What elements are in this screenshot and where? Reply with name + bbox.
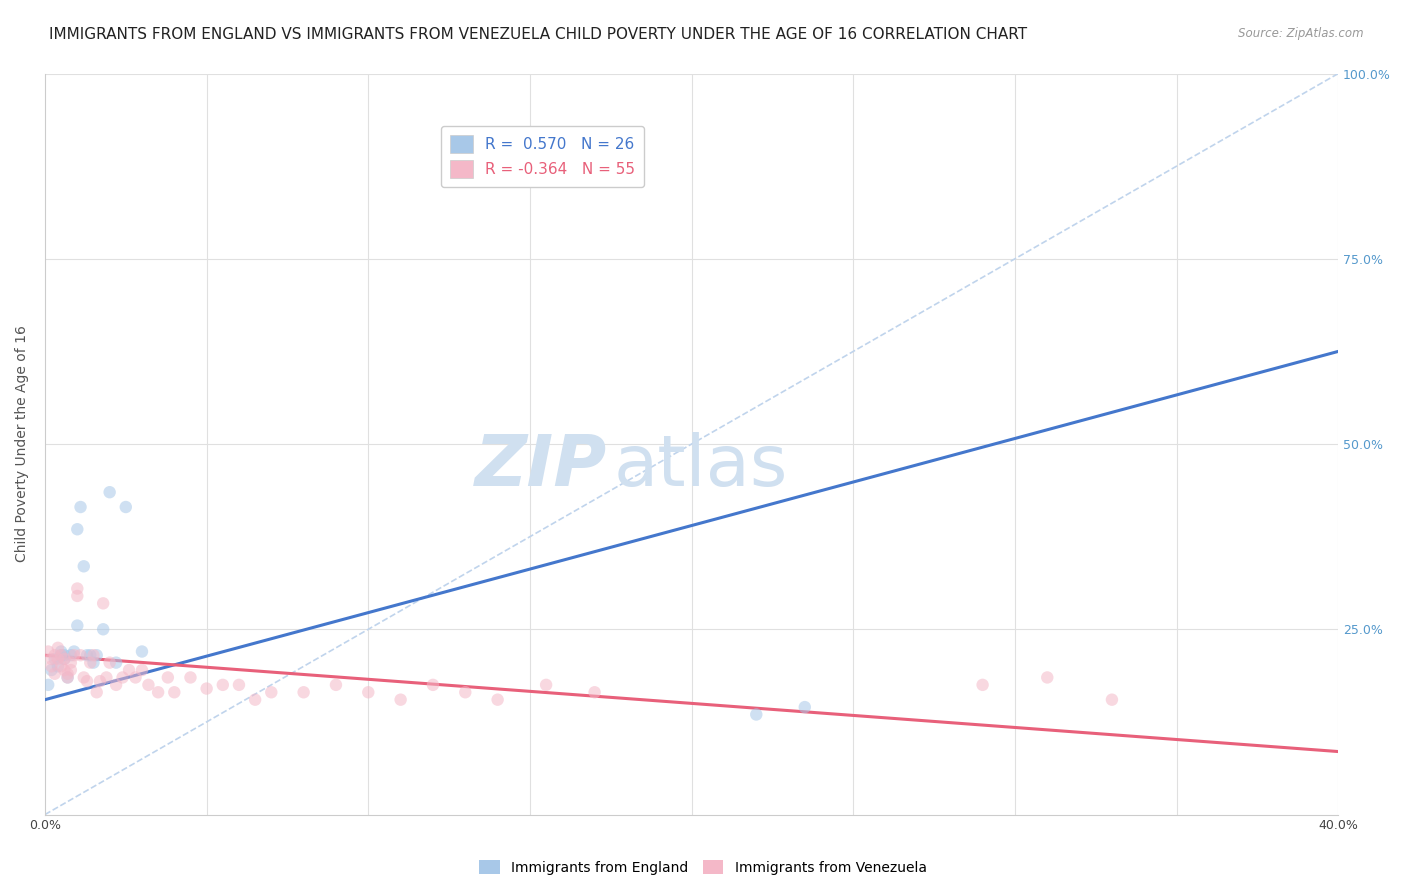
Point xyxy=(96,670,118,684)
Point xyxy=(79,648,101,663)
Point xyxy=(73,670,96,684)
Point xyxy=(105,678,128,692)
Point xyxy=(972,678,994,692)
Point xyxy=(73,559,96,574)
Point xyxy=(41,659,63,673)
Point xyxy=(131,644,153,658)
Point xyxy=(105,656,128,670)
Point xyxy=(146,685,169,699)
Point xyxy=(49,644,72,658)
Point xyxy=(59,663,82,677)
Point xyxy=(46,652,69,666)
Point xyxy=(76,648,98,663)
Point xyxy=(228,678,250,692)
Point xyxy=(89,674,111,689)
Point xyxy=(66,522,89,536)
Point xyxy=(63,644,86,658)
Point xyxy=(37,678,59,692)
Point xyxy=(44,648,66,663)
Point xyxy=(86,685,108,699)
Point xyxy=(41,663,63,677)
Point xyxy=(46,640,69,655)
Point xyxy=(534,678,557,692)
Point xyxy=(69,648,91,663)
Point xyxy=(357,685,380,699)
Point xyxy=(98,656,121,670)
Point xyxy=(131,663,153,677)
Point xyxy=(243,692,266,706)
Point xyxy=(111,670,134,684)
Point xyxy=(53,648,76,663)
Point xyxy=(49,648,72,663)
Point xyxy=(59,656,82,670)
Point xyxy=(76,674,98,689)
Text: ZIP: ZIP xyxy=(475,432,607,500)
Point xyxy=(53,663,76,677)
Point xyxy=(422,678,444,692)
Point xyxy=(179,670,201,684)
Point xyxy=(195,681,218,696)
Point xyxy=(389,692,412,706)
Text: IMMIGRANTS FROM ENGLAND VS IMMIGRANTS FROM VENEZUELA CHILD POVERTY UNDER THE AGE: IMMIGRANTS FROM ENGLAND VS IMMIGRANTS FR… xyxy=(49,27,1028,42)
Point xyxy=(124,670,146,684)
Point xyxy=(46,659,69,673)
Point xyxy=(82,656,104,670)
Point xyxy=(260,685,283,699)
Point xyxy=(44,666,66,681)
Point xyxy=(41,652,63,666)
Point xyxy=(486,692,509,706)
Point xyxy=(793,700,815,714)
Point xyxy=(44,652,66,666)
Point xyxy=(138,678,160,692)
Point xyxy=(292,685,315,699)
Point xyxy=(1036,670,1059,684)
Point xyxy=(79,656,101,670)
Point xyxy=(53,652,76,666)
Point xyxy=(1101,692,1123,706)
Point xyxy=(211,678,233,692)
Point xyxy=(69,500,91,514)
Point xyxy=(53,652,76,666)
Point xyxy=(82,648,104,663)
Point xyxy=(49,648,72,663)
Point xyxy=(91,622,114,636)
Point xyxy=(66,582,89,596)
Point xyxy=(98,485,121,500)
Point xyxy=(583,685,606,699)
Point xyxy=(66,618,89,632)
Legend: Immigrants from England, Immigrants from Venezuela: Immigrants from England, Immigrants from… xyxy=(474,855,932,880)
Point xyxy=(37,644,59,658)
Legend: R =  0.570   N = 26, R = -0.364   N = 55: R = 0.570 N = 26, R = -0.364 N = 55 xyxy=(440,126,644,187)
Point xyxy=(156,670,179,684)
Point xyxy=(118,663,141,677)
Point xyxy=(66,589,89,603)
Y-axis label: Child Poverty Under the Age of 16: Child Poverty Under the Age of 16 xyxy=(15,326,30,563)
Text: atlas: atlas xyxy=(614,432,789,500)
Point xyxy=(49,659,72,673)
Text: Source: ZipAtlas.com: Source: ZipAtlas.com xyxy=(1239,27,1364,40)
Point xyxy=(114,500,136,514)
Point xyxy=(325,678,347,692)
Point xyxy=(454,685,477,699)
Point xyxy=(745,707,768,722)
Point xyxy=(86,648,108,663)
Point xyxy=(91,596,114,610)
Point xyxy=(163,685,186,699)
Point xyxy=(63,648,86,663)
Point xyxy=(56,666,79,681)
Point xyxy=(59,648,82,663)
Point xyxy=(56,670,79,684)
Point xyxy=(56,670,79,684)
